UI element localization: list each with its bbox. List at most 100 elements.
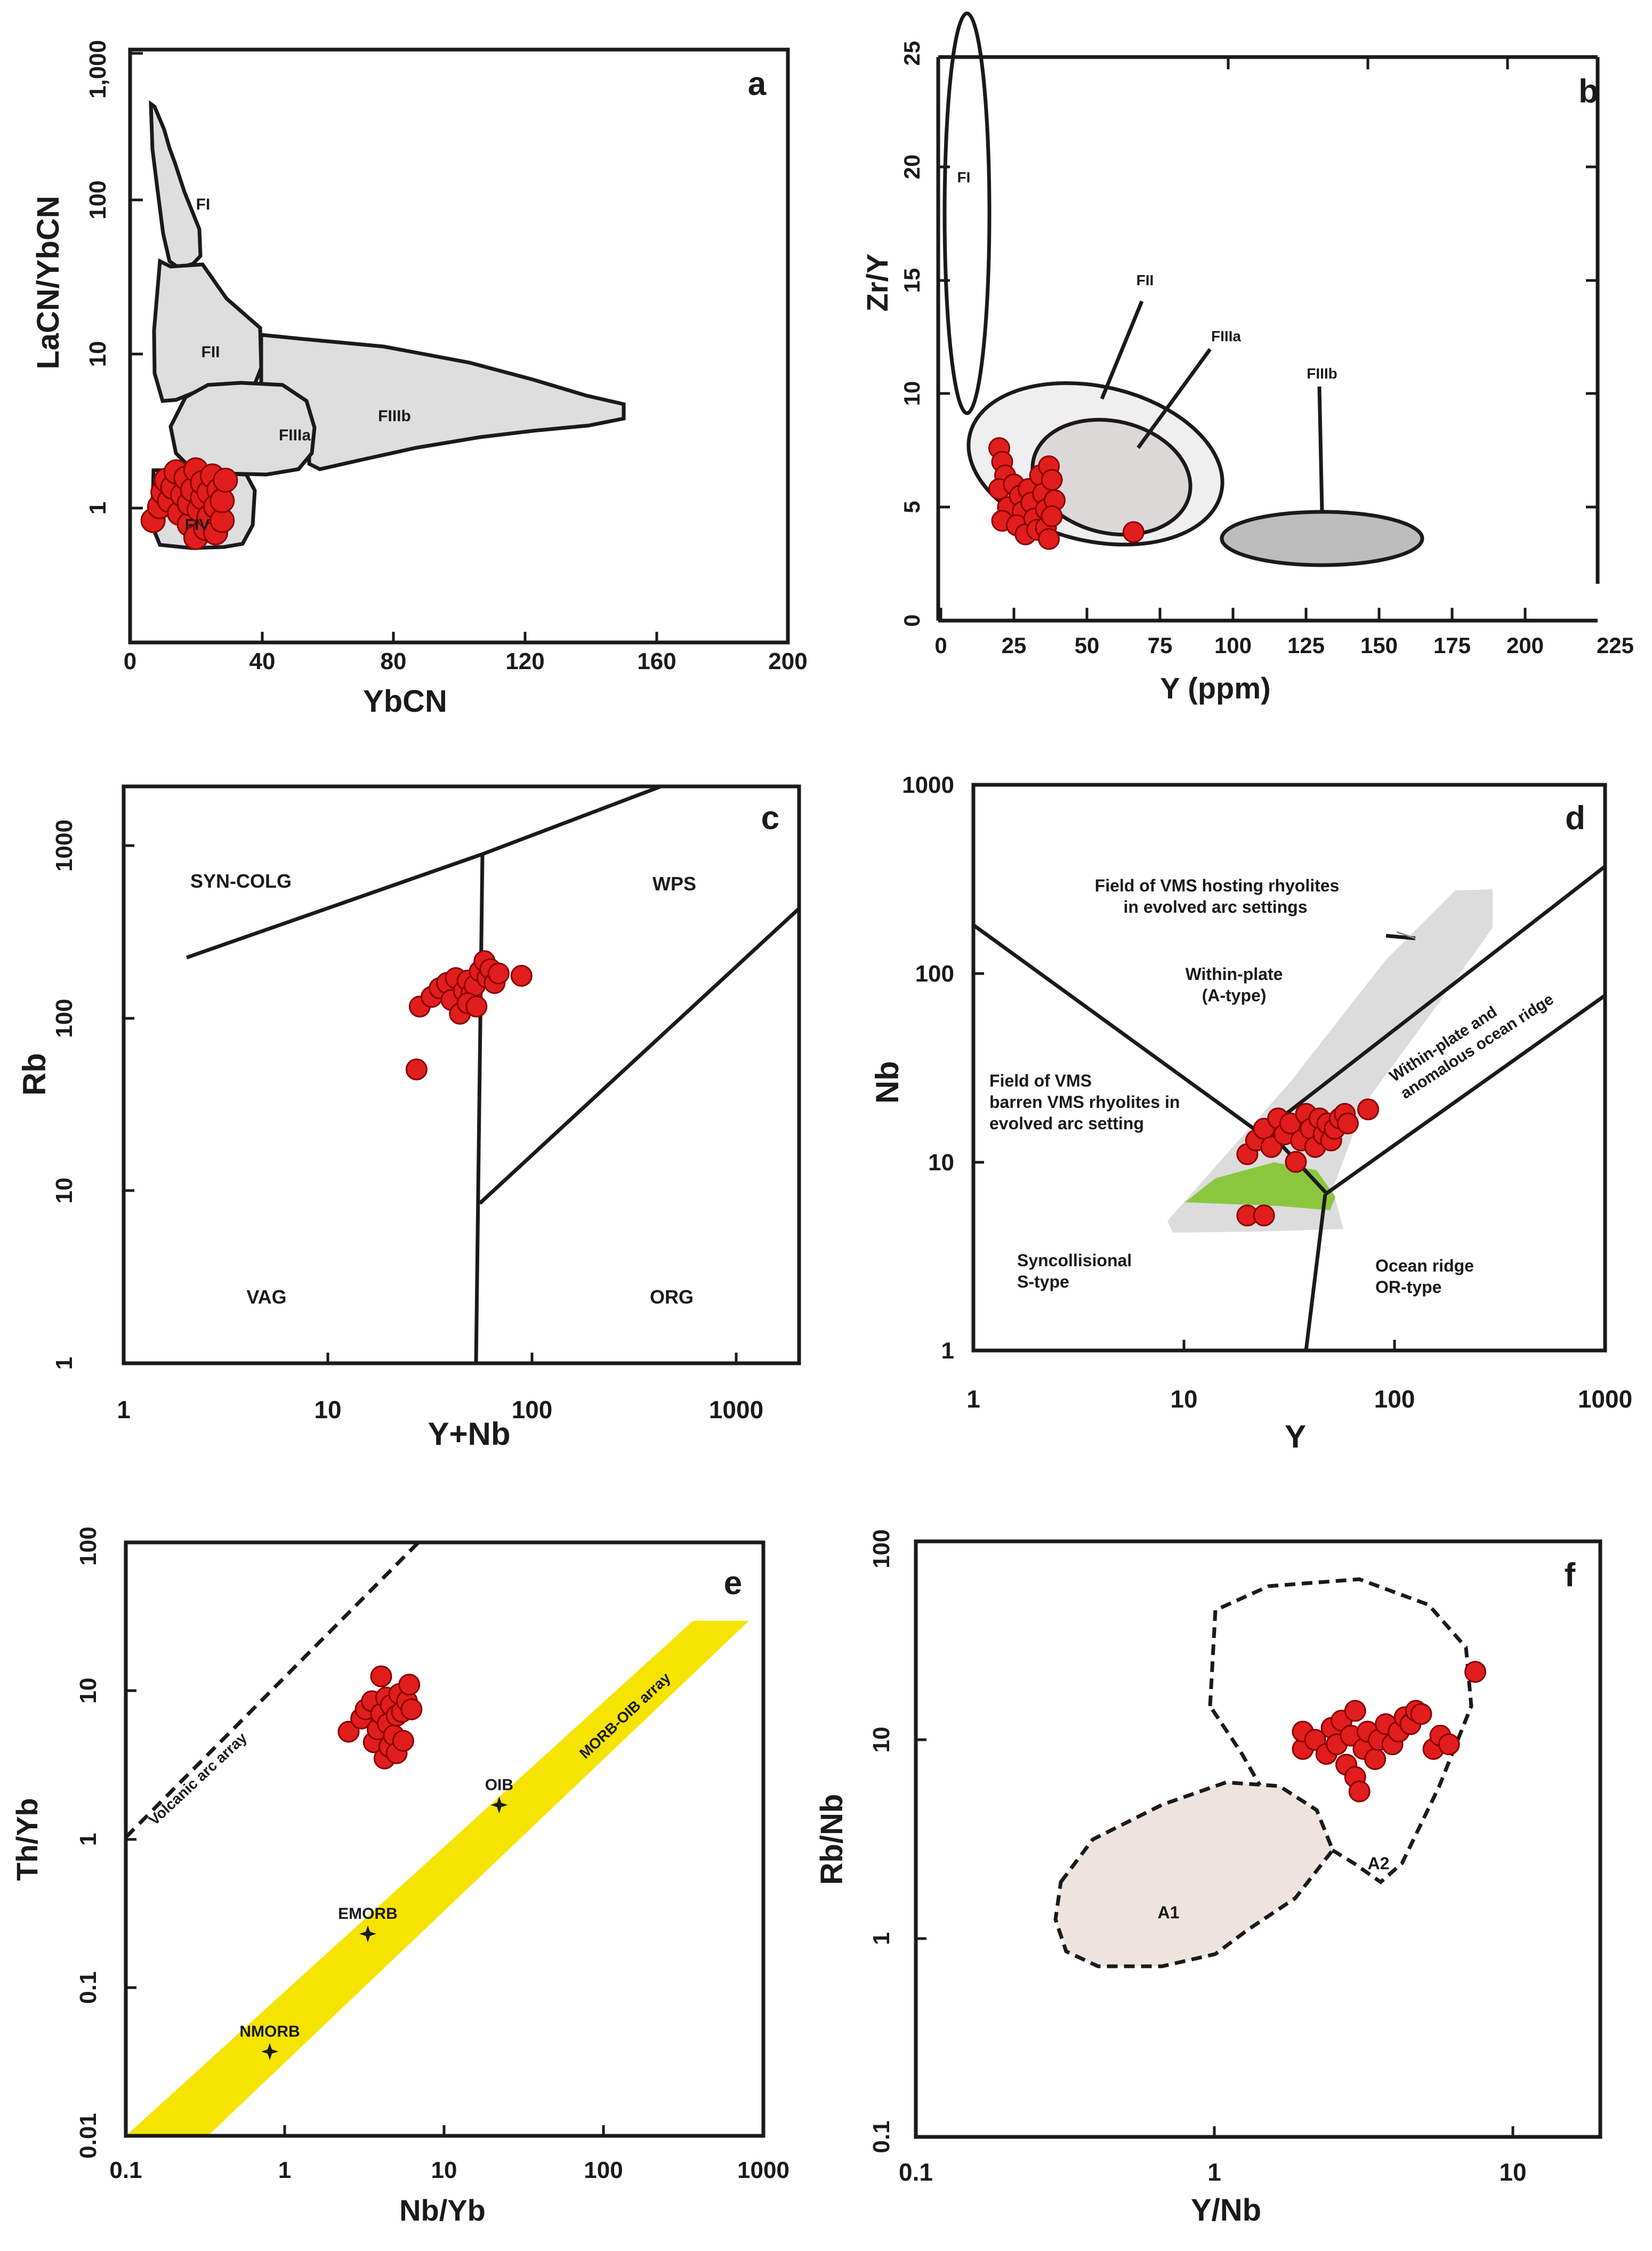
tick-label: 10 <box>431 2157 457 2183</box>
panel-label-f: f <box>1565 1557 1576 1594</box>
field-label-fi: FI <box>196 196 211 213</box>
y-axis-label-c: Rb <box>17 1053 52 1096</box>
tick-label: 100 <box>512 1396 553 1424</box>
points-panel-c <box>405 950 533 1081</box>
tick-label: 1000 <box>1578 1385 1632 1413</box>
field-label-syn-colg: SYN-COLG <box>190 870 292 892</box>
tick-label: 10 <box>75 1678 101 1704</box>
tick-label: 160 <box>637 648 676 674</box>
field-label-fiiib: FIIIb <box>1307 365 1337 382</box>
tick-label: 1 <box>75 1833 101 1846</box>
y-axis-label-d: Nb <box>869 1061 905 1104</box>
field-label-fi: FI <box>957 169 971 186</box>
x-axis-label-f: Y/Nb <box>1191 2193 1261 2228</box>
data-point <box>1410 1703 1432 1725</box>
tick-label: 200 <box>768 648 807 674</box>
tick-label: 1000 <box>709 1396 763 1424</box>
tick-label: 1000 <box>902 772 954 798</box>
tick-label: 1 <box>868 1932 895 1945</box>
data-point <box>1344 1700 1366 1722</box>
tick-label: 1 <box>85 502 111 514</box>
data-point <box>1357 1098 1380 1121</box>
data-point <box>398 1674 421 1696</box>
reference-point-label: OIB <box>485 1776 513 1794</box>
frame-panel-e <box>124 1540 765 2138</box>
tick-label: 100 <box>51 999 77 1038</box>
data-point <box>1348 1780 1371 1803</box>
tick-label: 1000 <box>737 2157 789 2183</box>
x-axis-label-e: Nb/Yb <box>399 2193 486 2227</box>
data-point <box>213 468 238 493</box>
frame-panel-c <box>122 784 801 1365</box>
tick-label: 100 <box>1374 1385 1415 1413</box>
tick-label: 10 <box>868 1727 895 1753</box>
tick-label: 10 <box>85 341 111 367</box>
field-fiiia <box>168 381 317 477</box>
y-axis-label-e: Th/Yb <box>10 1798 44 1881</box>
panel-label-a: a <box>748 66 767 102</box>
points-panel-f <box>1292 1661 1486 1803</box>
field-fiiib <box>1220 510 1424 567</box>
points-panel-a <box>140 457 238 550</box>
frame-panel-f <box>914 1539 1602 2139</box>
tick-label: 75 <box>1148 633 1173 658</box>
panel-b: b FI FII FIIIa FIIIb 0 25 50 75 100 125 … <box>860 11 1634 705</box>
data-point <box>392 1730 414 1752</box>
annotation-vms-barren-3: evolved arc setting <box>989 1114 1144 1133</box>
tick-label: 0 <box>124 648 136 674</box>
tick-label: 5 <box>899 501 924 513</box>
data-point <box>400 1698 423 1721</box>
tick-label: 1000 <box>51 819 77 872</box>
panel-label-b: b <box>1578 73 1599 110</box>
panel-d: d Field of VMS hosting rhyolites in evol… <box>869 772 1632 1454</box>
data-point <box>370 1665 392 1687</box>
field-morb-oib-array <box>126 1621 749 2136</box>
annotation-vms-barren-2: barren VMS rhyolites in <box>989 1092 1180 1112</box>
reference-point-marker <box>261 2043 279 2060</box>
data-point <box>1260 1136 1283 1158</box>
volcanic-arc-boundary <box>126 1542 420 1839</box>
reference-point-label: EMORB <box>338 1905 398 1923</box>
reference-point-marker <box>359 1925 377 1943</box>
data-point <box>510 964 533 987</box>
data-point <box>1253 1204 1275 1227</box>
tick-label: 10 <box>899 381 924 406</box>
points-panel-b <box>988 437 1145 550</box>
field-vms-barren <box>1185 1162 1335 1210</box>
y-axis-label-b: Zr/Y <box>860 254 894 312</box>
tick-label: 175 <box>1433 633 1471 658</box>
panel-label-e: e <box>724 1565 742 1602</box>
field-label-syncollisional-1: Syncollisional <box>1017 1251 1132 1270</box>
panel-e: e Volcanic arc array MORB-OIB array OIBE… <box>10 1526 789 2227</box>
field-fi <box>942 11 992 415</box>
data-point <box>1464 1661 1486 1683</box>
tick-label: 20 <box>899 155 924 180</box>
annotation-vms-hosting-1: Field of VMS hosting rhyolites <box>1095 876 1340 895</box>
tick-label: 1 <box>941 1338 954 1364</box>
field-label-fii: FII <box>202 343 220 361</box>
field-label-a1: A1 <box>1158 1903 1180 1922</box>
field-label-volcanic-arc: Volcanic arc array <box>146 1729 250 1828</box>
tick-label: 10 <box>314 1396 341 1424</box>
tick-label: 0 <box>934 633 947 658</box>
reference-point-label: NMORB <box>239 2023 300 2040</box>
data-point <box>1438 1733 1460 1756</box>
tick-label: 1,000 <box>85 40 111 99</box>
field-fii <box>152 258 263 403</box>
data-point <box>1285 1151 1307 1173</box>
data-point <box>1041 505 1063 527</box>
field-label-within-plate-1: Within-plate <box>1186 964 1283 984</box>
tick-label: 100 <box>868 1529 895 1568</box>
x-axis-label-a: YbCN <box>363 684 447 719</box>
tick-label: 1 <box>51 1357 77 1370</box>
tick-label: 25 <box>1002 633 1027 658</box>
data-point <box>487 962 510 985</box>
tick-label: 100 <box>1214 633 1252 658</box>
field-label-vag: VAG <box>246 1286 286 1308</box>
field-label-org: ORG <box>650 1286 694 1308</box>
data-point <box>1279 1112 1301 1135</box>
field-fiiib <box>259 333 626 471</box>
field-label-ocean-ridge-2: OR-type <box>1375 1277 1441 1297</box>
tick-label: 10 <box>928 1149 954 1176</box>
panel-c: c SYN-COLG WPS VAG ORG 1 10 100 1000 1 1… <box>17 784 801 1452</box>
